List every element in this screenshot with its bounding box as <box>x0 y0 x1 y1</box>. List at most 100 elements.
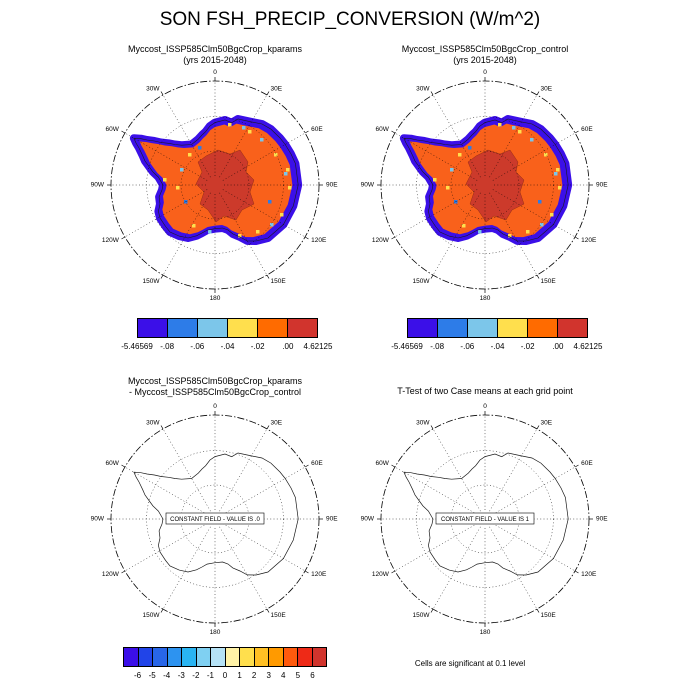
map-labels: 0 30E 60E 90E 120E 150E 180 150W 120W 90W 60W 30W <box>361 403 609 636</box>
compass-label: 60E <box>581 126 593 133</box>
compass-label: 120W <box>372 237 390 244</box>
map-field <box>134 119 298 241</box>
colorbar-tick-label: -.06 <box>460 342 475 351</box>
map-top-right: 0 30E 60E 90E 120E 150E 180 150W 120W 90W 60W 30W <box>361 69 609 302</box>
compass-label: 60W <box>376 460 390 467</box>
compass-label: 30E <box>271 420 283 427</box>
colorbar-segment <box>557 318 588 338</box>
panel-title-line2: (yrs 2015-2048) <box>183 54 247 65</box>
colorbar-segment <box>137 647 153 667</box>
colorbar-top-right: -5.46569 -.08 -.06 -.04 -.02 .00 4.62125 <box>391 318 602 351</box>
constant-field-box: CONSTANT FIELD - VALUE IS 1 <box>435 512 535 525</box>
compass-label: 60E <box>311 460 323 467</box>
panel-title-bottom-right: T-Test of two Case means at each grid po… <box>360 386 610 397</box>
constant-field-label: CONSTANT FIELD - VALUE IS .0 <box>170 517 260 523</box>
colorbar-segment <box>195 647 211 667</box>
colorbar-segment <box>197 318 228 338</box>
colorbar-tick-label: -.04 <box>220 342 235 351</box>
colorbar-segment <box>224 647 240 667</box>
colorbar-tick-label: -2 <box>192 671 200 680</box>
compass-label: 30W <box>416 86 430 93</box>
colorbar-tick-label: -.04 <box>490 342 505 351</box>
panel-title-line2: - Myccost_ISSP585Clm50BgcCrop_control <box>128 386 302 397</box>
compass-label: 30W <box>416 420 430 427</box>
colorbar-segment <box>137 318 168 338</box>
colorbar-top-left: -5.46569 -.08 -.06 -.04 -.02 .00 4.62125 <box>121 318 332 351</box>
compass-label: 60W <box>106 460 120 467</box>
map-field <box>404 119 568 241</box>
colorbar-labels: -6 -5 -4 -3 -2 -1 0 1 2 3 4 5 6 <box>123 667 327 680</box>
colorbar-segment <box>166 647 182 667</box>
compass-label: 60E <box>581 460 593 467</box>
colorbar-segment <box>297 647 313 667</box>
compass-label: 90W <box>361 182 375 189</box>
colorbar-tick-label: -5.46569 <box>391 342 423 351</box>
colorbar-segment <box>181 647 197 667</box>
map-bottom-left: CONSTANT FIELD - VALUE IS .0 0 30E 60E 90E 1… <box>91 403 339 636</box>
colorbar-tick-label: 2 <box>251 671 257 680</box>
colorbar-segment <box>167 318 198 338</box>
field-speckles-yellow <box>163 123 292 238</box>
compass-label: 30E <box>271 86 283 93</box>
colorbar-segment <box>311 647 327 667</box>
compass-label: 90W <box>91 182 105 189</box>
colorbar-segment <box>257 318 288 338</box>
compass-label: 120E <box>581 237 597 244</box>
colorbar-segment <box>239 647 255 667</box>
compass-label: 120E <box>581 571 597 578</box>
colorbar-tick-label: .00 <box>552 342 564 351</box>
page-title: SON FSH_PRECIP_CONVERSION (W/m^2) <box>159 9 541 30</box>
panel-title-top-left: Myccost_ISSP585Clm50BgcCrop_kparams (yrs… <box>90 44 340 65</box>
colorbar-tick-label: 4 <box>281 671 286 680</box>
compass-label: 30W <box>146 86 160 93</box>
colorbar-tick-label: 4.62125 <box>573 342 603 351</box>
compass-label: 60W <box>106 126 120 133</box>
colorbar-segment <box>287 318 318 338</box>
compass-label: 90E <box>326 182 338 189</box>
compass-label: 150W <box>413 278 431 285</box>
colorbar-tick-label: 3 <box>266 671 271 680</box>
colorbar-tick-label: -5.46569 <box>121 342 153 351</box>
colorbar-labels: -5.46569 -.08 -.06 -.04 -.02 .00 4.62125 <box>391 338 602 351</box>
field-speckles-yellow <box>433 123 562 238</box>
compass-label: 180 <box>210 295 221 302</box>
map-bottom-right: CONSTANT FIELD - VALUE IS 1 0 30E 60E 90E 12… <box>361 403 609 636</box>
map-grid <box>377 77 593 293</box>
colorbar-tick-label: 5 <box>295 671 301 680</box>
map-labels: 0 30E 60E 90E 120E 150E 180 150W 120W 90W 60W 30W <box>91 69 339 302</box>
constant-field-label: CONSTANT FIELD - VALUE IS 1 <box>441 517 530 523</box>
colorbar-tick-label: 1 <box>237 671 242 680</box>
colorbar-boxes <box>407 318 588 338</box>
map-grid <box>377 411 593 627</box>
compass-label: 120E <box>311 237 327 244</box>
colorbar-tick-label: 6 <box>310 671 315 680</box>
compass-label: 150E <box>271 278 287 285</box>
compass-label: 0 <box>213 69 217 76</box>
compass-label: 0 <box>483 69 487 76</box>
colorbar-tick-label: -.08 <box>430 342 445 351</box>
colorbar-bottom: -6 -5 -4 -3 -2 -1 0 1 2 3 4 5 6 <box>123 647 327 680</box>
colorbar-segment <box>407 318 438 338</box>
colorbar-tick-label: -.02 <box>520 342 535 351</box>
colorbar-segment <box>227 318 258 338</box>
panel-title-top-right: Myccost_ISSP585Clm50BgcCrop_control (yrs… <box>360 44 610 65</box>
compass-label: 120W <box>102 571 120 578</box>
map-top-left: 0 30E 60E 90E 120E 150E 180 150W 120W 90W 60W 30W <box>91 69 339 302</box>
compass-label: 90E <box>326 516 338 523</box>
compass-label: 120E <box>311 571 327 578</box>
colorbar-tick-label: -.02 <box>250 342 265 351</box>
field-speckles-cyan <box>450 126 558 234</box>
compass-label: 0 <box>213 403 217 410</box>
colorbar-tick-label: 4.62125 <box>303 342 333 351</box>
field-speckles-cyan <box>180 126 288 234</box>
colorbar-tick-label: .00 <box>282 342 294 351</box>
map-labels: 0 30E 60E 90E 120E 150E 180 150W 120W 90W 60W 30W <box>91 403 339 636</box>
panel-title-line2: (yrs 2015-2048) <box>453 54 517 65</box>
colorbar-tick-label: -4 <box>163 671 171 680</box>
compass-label: 150W <box>143 612 161 619</box>
map-grid <box>107 77 323 293</box>
compass-label: 60W <box>376 126 390 133</box>
colorbar-segment <box>268 647 284 667</box>
compass-label: 150E <box>541 278 557 285</box>
compass-label: 60E <box>311 126 323 133</box>
